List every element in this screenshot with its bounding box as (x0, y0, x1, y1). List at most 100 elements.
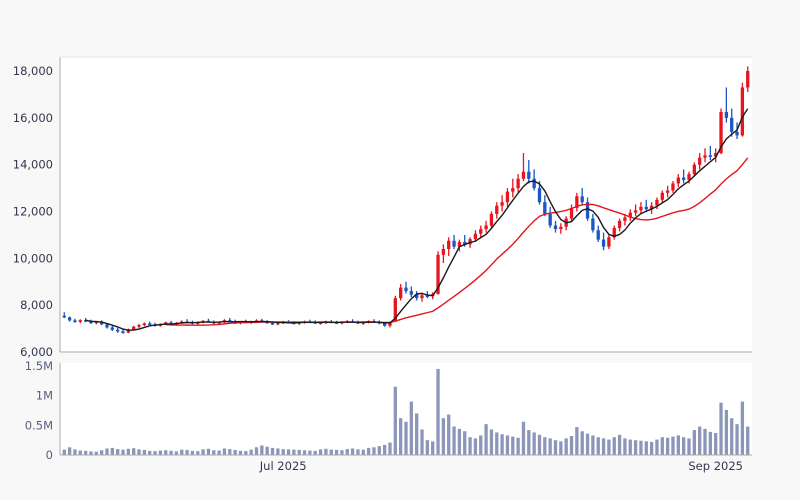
candle-body (99, 321, 104, 325)
volume-bar (537, 434, 542, 455)
candle-body (409, 291, 413, 295)
x-axis-ticks: Jul 2025 Sep 2025 (259, 459, 743, 473)
price-tick-label: 12,000 (13, 205, 53, 219)
candle-body (447, 240, 451, 249)
candle-body (740, 87, 745, 136)
volume-bar (628, 439, 632, 455)
candle-body (393, 298, 397, 322)
candle-body (543, 202, 547, 214)
volume-bar (265, 446, 269, 455)
volume-bar (382, 444, 387, 455)
volume-bar (174, 451, 179, 455)
volume-bar (286, 449, 291, 455)
volume-bar (516, 437, 520, 455)
candle-body (708, 155, 713, 157)
candle-body (628, 212, 632, 218)
volume-bar (580, 431, 584, 455)
candle-body (73, 320, 77, 322)
volume-bar (639, 440, 643, 455)
volume-bar (623, 438, 627, 455)
candle-body (452, 240, 456, 247)
volume-bar (297, 449, 301, 455)
volume-bar (521, 421, 526, 455)
volume-bar (746, 426, 750, 455)
candle-body (730, 117, 734, 132)
candle-body (569, 208, 574, 219)
volume-bar (532, 432, 536, 455)
volume-bar (105, 448, 109, 455)
volume-bar (719, 402, 723, 455)
volume-bar (356, 449, 360, 455)
volume-bar (292, 449, 296, 455)
volume-bar (137, 449, 141, 455)
candle-body (441, 248, 446, 255)
volume-bar (425, 440, 430, 455)
candle-body (78, 320, 82, 322)
volume-bar (169, 450, 173, 455)
candle-body (137, 325, 141, 327)
candle-body (67, 317, 72, 321)
volume-bar (62, 449, 66, 455)
candle-body (473, 233, 478, 240)
volume-bar (126, 448, 130, 455)
volume-bar (249, 449, 253, 455)
volume-bar (665, 437, 670, 455)
volume-bar (388, 442, 392, 455)
volume-bar (164, 450, 168, 455)
volume-bar (596, 437, 600, 455)
volume-bar (148, 450, 152, 455)
candle-body (463, 241, 467, 245)
volume-tick-label: 1.5M (25, 359, 53, 373)
volume-bar (393, 386, 397, 455)
x-tick-label: Jul 2025 (259, 459, 307, 473)
candle-body (644, 206, 648, 210)
volume-bar (612, 437, 616, 455)
volume-bar (281, 449, 285, 455)
volume-bar (399, 418, 403, 455)
volume-bar (132, 448, 136, 455)
candle-body (553, 225, 558, 230)
price-tick-label: 16,000 (13, 111, 53, 125)
volume-tick-label: 1M (36, 389, 53, 403)
candle-body (639, 206, 643, 211)
volume-bar (116, 449, 120, 455)
candle-body (142, 323, 147, 326)
volume-tick-label: 0 (46, 448, 53, 462)
volume-bar (489, 429, 494, 455)
volume-bar (676, 435, 680, 455)
volume-bar (660, 437, 664, 455)
volume-bar (409, 401, 413, 455)
volume-bar (452, 426, 456, 455)
volume-axis-ticks: 0 0.5M 1M 1.5M (25, 359, 53, 462)
candle-body (735, 131, 739, 136)
candle-body (121, 331, 125, 333)
volume-bar (682, 437, 686, 455)
volume-bar (276, 448, 280, 455)
candle-body (382, 323, 387, 326)
candle-body (623, 217, 627, 221)
candle-body (62, 315, 66, 318)
candle-body (521, 171, 526, 179)
candle-body (500, 202, 504, 206)
price-tick-label: 18,000 (13, 64, 53, 78)
volume-bar (527, 430, 531, 455)
volume-bar (420, 429, 424, 455)
candle-body (548, 213, 552, 226)
candle-body (425, 295, 430, 297)
candle-body (649, 205, 654, 210)
volume-bar (671, 436, 675, 455)
volume-bar (180, 449, 184, 455)
candle-body (468, 239, 472, 245)
volume-bar (559, 441, 563, 455)
candle-body (703, 155, 707, 158)
volume-bar (238, 450, 243, 455)
candle-body (682, 177, 686, 180)
volume-bar (121, 449, 125, 455)
candle-body (575, 196, 579, 209)
candle-body (83, 320, 88, 322)
volume-bar (366, 447, 371, 455)
volume-bar (313, 450, 317, 455)
volume-bar (649, 441, 654, 455)
